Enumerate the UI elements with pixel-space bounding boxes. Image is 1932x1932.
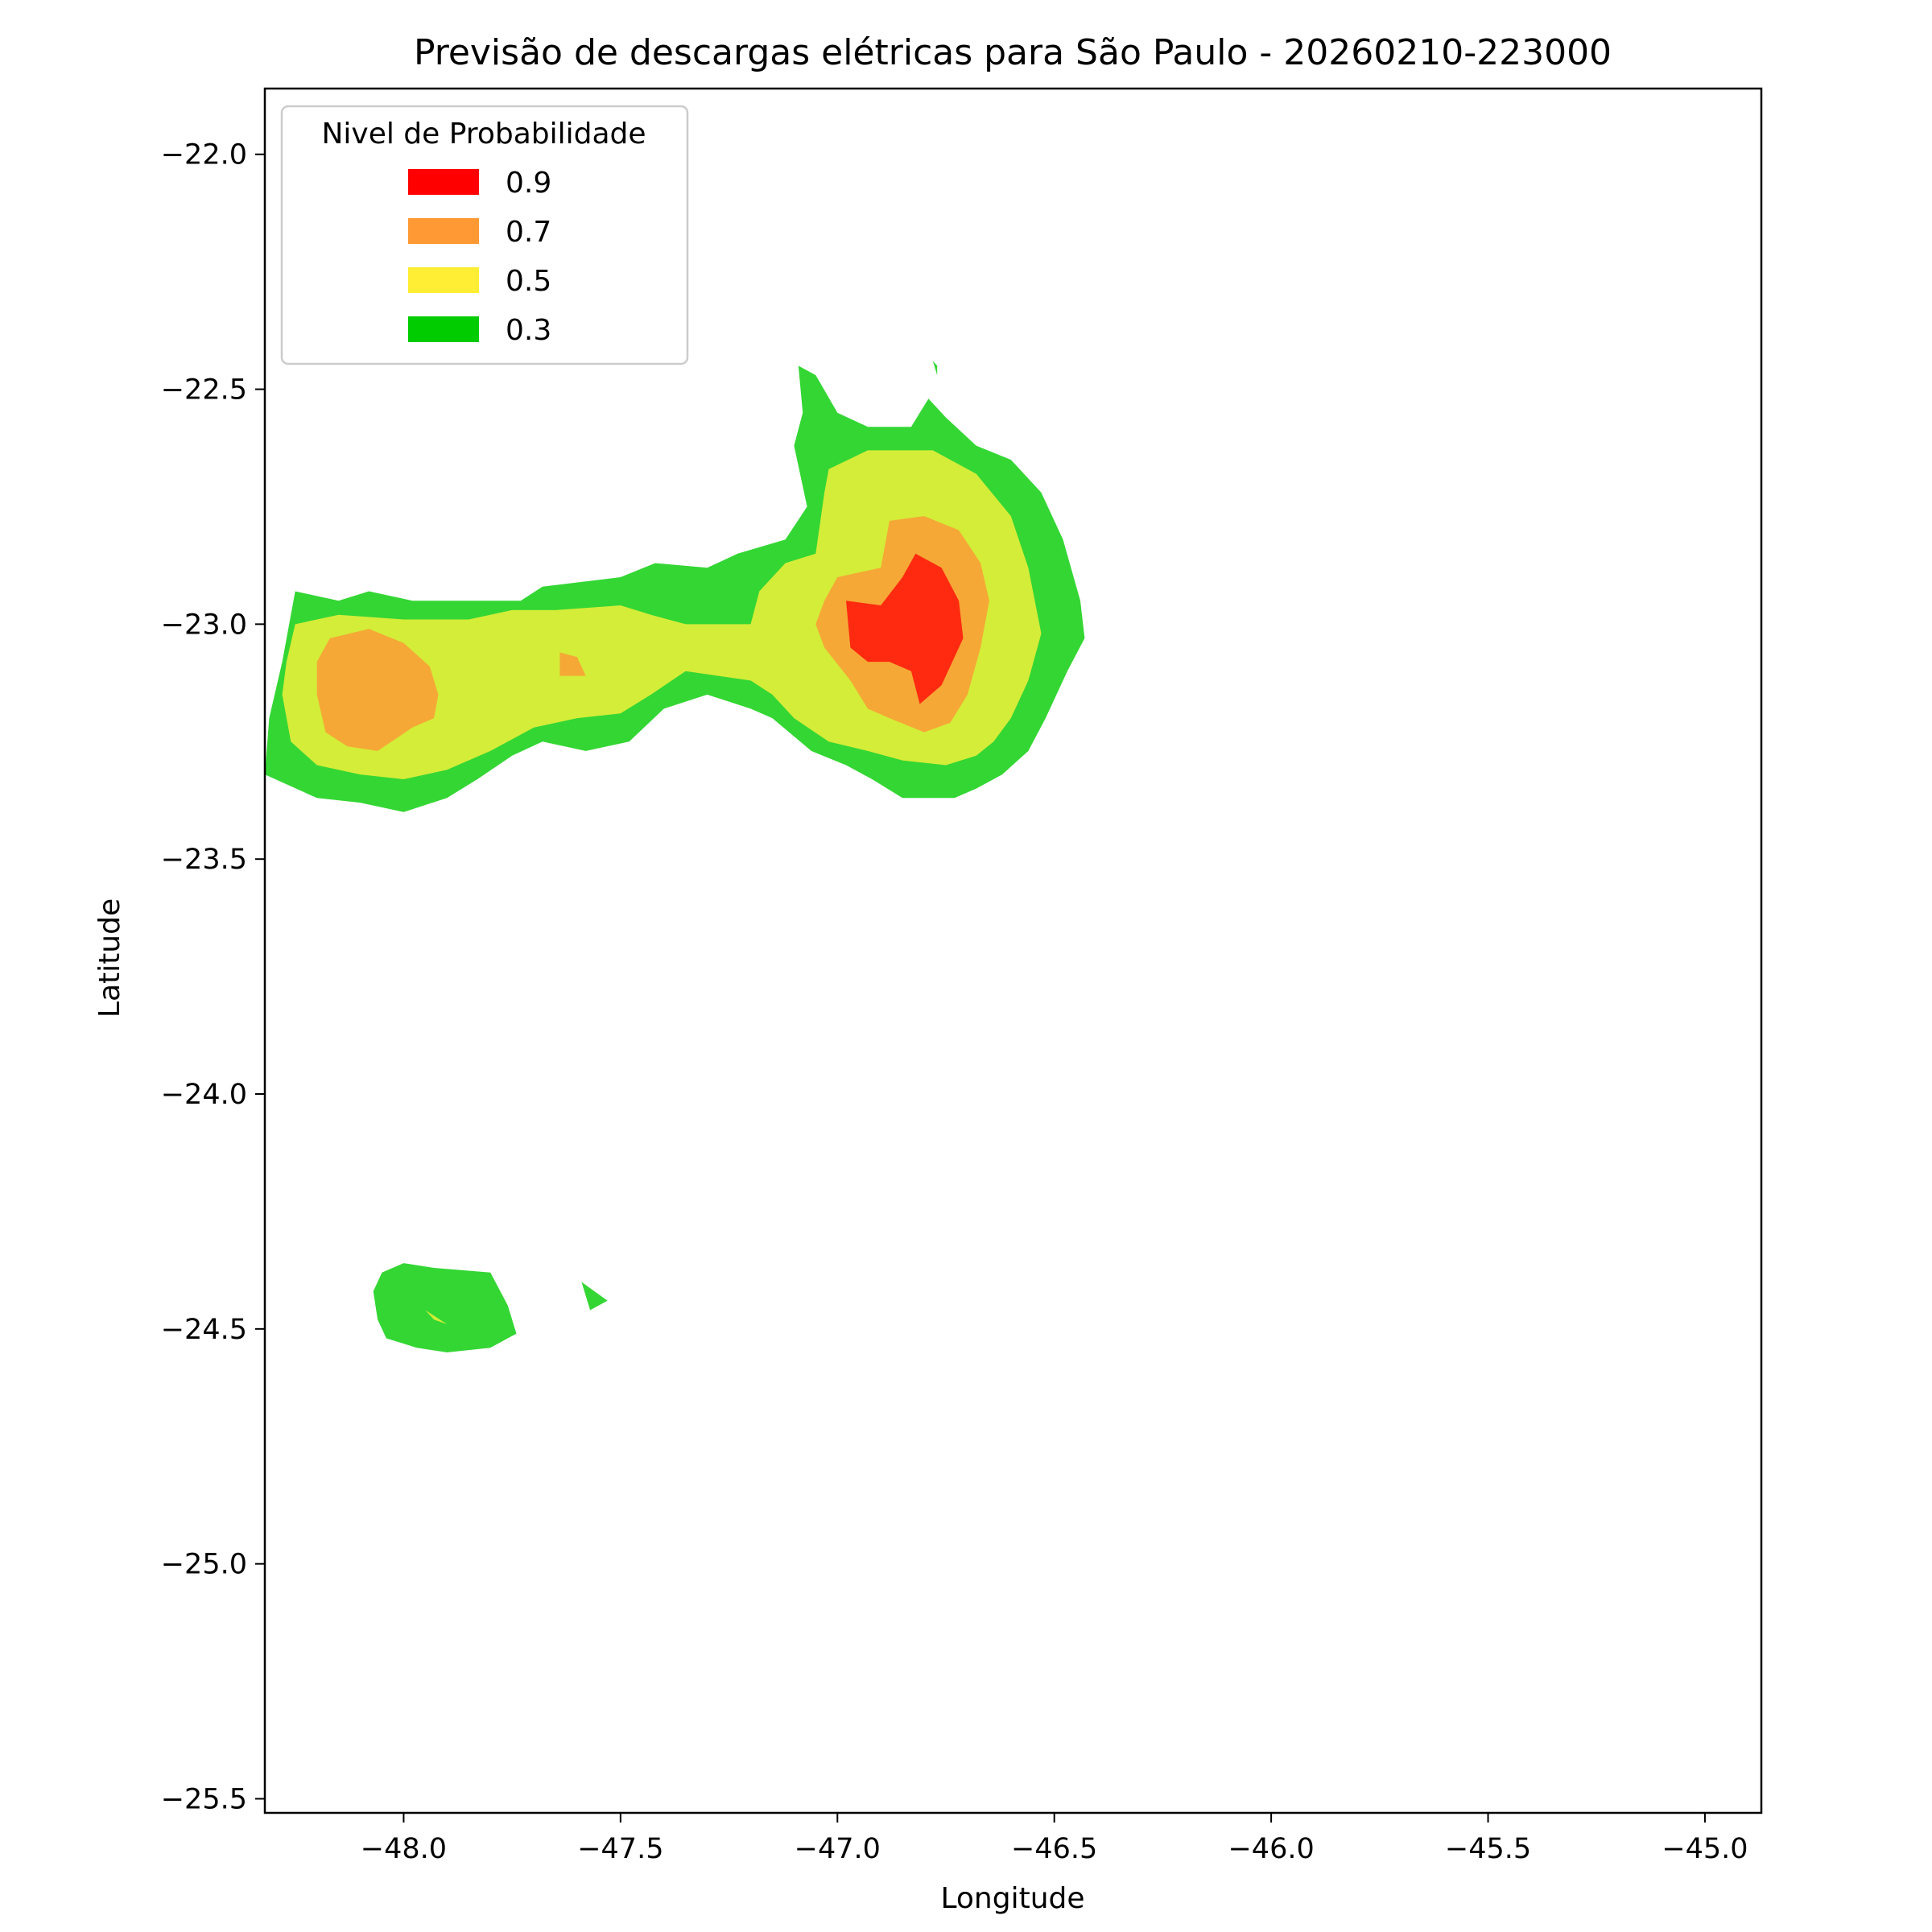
legend-label: 0.9	[506, 167, 551, 200]
legend-box	[280, 105, 689, 365]
x-tick-label: −48.0	[361, 1833, 447, 1865]
x-tick-label: −46.5	[1011, 1833, 1097, 1865]
legend-swatch	[408, 267, 479, 293]
y-tick-label: −25.0	[161, 1549, 247, 1581]
x-tick-label: −46.0	[1228, 1833, 1314, 1865]
y-tick-label: −23.0	[161, 609, 247, 641]
probability-region-03-1	[373, 1263, 517, 1352]
y-tick-label: −22.5	[161, 374, 247, 407]
x-tick-label: −45.5	[1445, 1833, 1531, 1865]
legend-swatch	[408, 169, 479, 195]
x-tick-label: −47.5	[577, 1833, 663, 1865]
probability-region-05-4	[282, 450, 1042, 779]
probability-region-05-5	[425, 1310, 448, 1324]
probability-region-03-2	[581, 1282, 608, 1311]
probability-region-09-9	[846, 553, 964, 704]
legend-swatch	[408, 316, 479, 342]
y-tick-label: −25.5	[161, 1783, 247, 1815]
legend-label: 0.3	[506, 314, 551, 347]
x-axis-ticks: −48.0 −47.5 −47.0 −46.5 −46.0 −45.5 −45.0	[361, 1813, 1748, 1865]
probability-regions	[265, 361, 1085, 1352]
legend-swatch	[408, 218, 479, 244]
probability-region-03-3	[932, 361, 938, 375]
plot-frame	[263, 87, 1763, 1814]
probability-region-07-7	[559, 652, 586, 676]
y-tick-label: −24.0	[161, 1079, 247, 1111]
x-tick-label: −47.0	[795, 1833, 881, 1865]
y-axis-ticks: −22.0 −22.5 −23.0 −23.5 −24.0 −24.5 −25.0 −25.5	[161, 139, 265, 1815]
y-tick-label: −24.5	[161, 1314, 247, 1346]
y-tick-label: −23.5	[161, 844, 247, 876]
legend-title: Nivel de Probabilidade	[321, 118, 646, 151]
legend: Nivel de Probabilidade 0.9 0.7 0.5 0.3	[280, 105, 689, 365]
x-tick-label: −45.0	[1662, 1833, 1748, 1865]
plot-area	[263, 87, 1763, 1814]
legend-label: 0.5	[506, 265, 551, 298]
chart-title: Previsão de descargas elétricas para São…	[414, 32, 1612, 73]
legend-label: 0.7	[506, 216, 551, 249]
x-axis-label: Longitude	[940, 1882, 1084, 1915]
y-axis-label: Latitude	[93, 898, 126, 1018]
probability-region-07-6	[316, 629, 439, 751]
y-tick-label: −22.0	[161, 139, 247, 171]
legend-entries: 0.9 0.7 0.5 0.3	[408, 167, 551, 347]
